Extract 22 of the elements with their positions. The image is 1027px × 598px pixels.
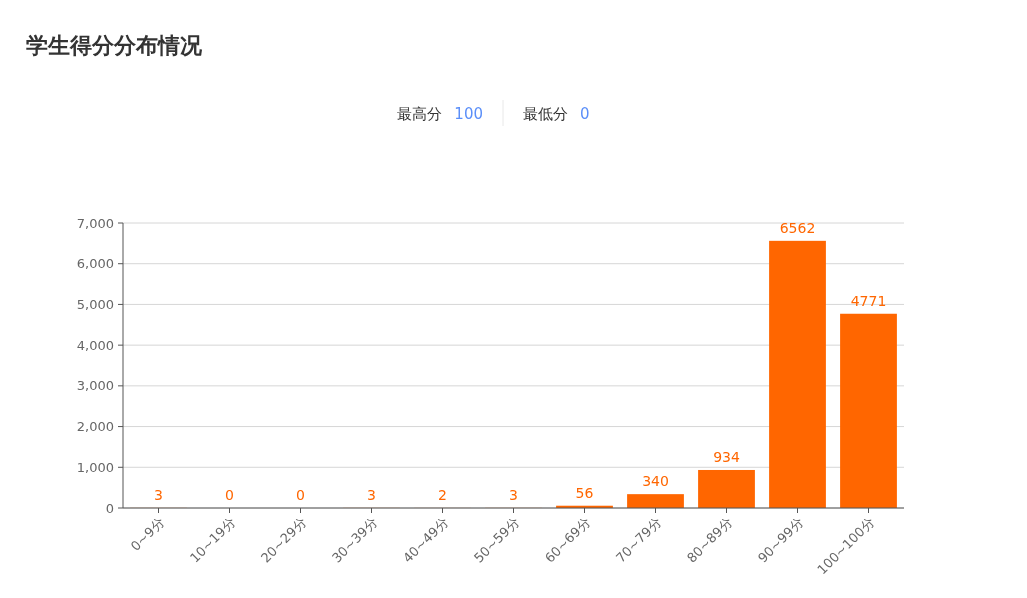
y-tick-label: 0 [105, 500, 114, 516]
y-tick-label: 1,000 [76, 459, 114, 475]
data-label: 6562 [779, 219, 816, 236]
y-tick-label: 6,000 [76, 256, 114, 272]
y-tick-label: 7,000 [76, 215, 114, 231]
data-label: 934 [713, 448, 740, 465]
y-tick-label: 4,000 [76, 337, 114, 353]
chart-title: 学生得分分布情况 [26, 33, 203, 58]
data-label: 2 [438, 486, 447, 503]
data-label: 0 [296, 487, 305, 503]
text: 最高分 100 [397, 105, 483, 123]
data-label: 3 [367, 486, 376, 503]
data-label: 340 [642, 473, 669, 490]
y-tick-label: 2,000 [76, 419, 114, 435]
data-label: 3 [154, 486, 163, 503]
data-label: 0 [225, 487, 234, 503]
y-tick-label: 5,000 [76, 296, 114, 312]
data-label: 56 [575, 484, 594, 501]
data-label: 3 [509, 486, 518, 503]
data-label: 4771 [850, 292, 887, 309]
y-tick-label: 3,000 [76, 378, 114, 394]
text: 最低分 0 [523, 105, 590, 123]
